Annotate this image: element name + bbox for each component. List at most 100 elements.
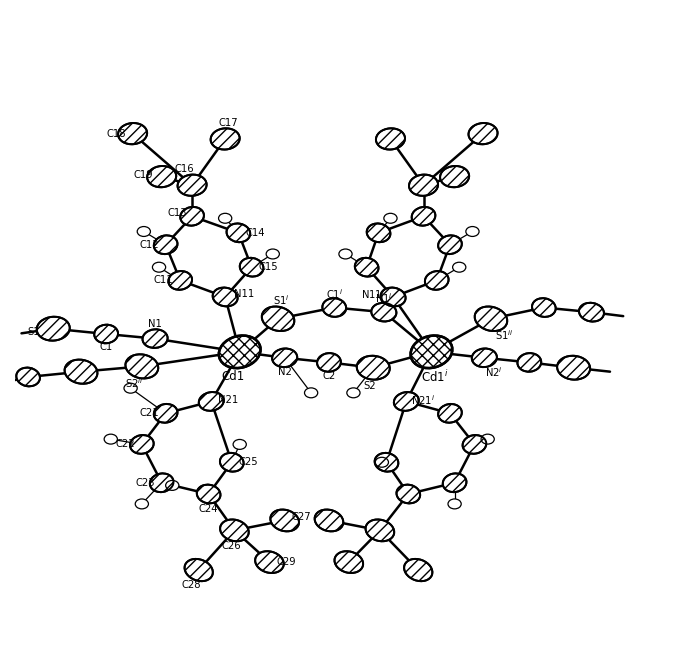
- Ellipse shape: [440, 166, 469, 187]
- Text: C28: C28: [181, 580, 200, 590]
- Text: Cd1$^i$: Cd1$^i$: [421, 369, 448, 385]
- Ellipse shape: [180, 207, 204, 226]
- Ellipse shape: [126, 355, 158, 378]
- Ellipse shape: [438, 235, 462, 254]
- Ellipse shape: [468, 123, 498, 144]
- Ellipse shape: [240, 258, 263, 276]
- Ellipse shape: [314, 509, 343, 531]
- Ellipse shape: [266, 249, 279, 259]
- Ellipse shape: [397, 485, 420, 503]
- Text: N1: N1: [148, 319, 162, 329]
- Ellipse shape: [213, 288, 238, 306]
- Ellipse shape: [94, 325, 118, 343]
- Text: N21$^i$: N21$^i$: [410, 393, 435, 407]
- Text: C15: C15: [258, 262, 278, 272]
- Text: C24: C24: [199, 503, 218, 513]
- Text: N2: N2: [278, 367, 292, 377]
- Text: C23: C23: [135, 478, 155, 488]
- Text: C17: C17: [218, 118, 238, 128]
- Ellipse shape: [218, 213, 231, 223]
- Text: C25: C25: [238, 457, 258, 467]
- Ellipse shape: [481, 434, 494, 444]
- Text: S2$^{ii}$: S2$^{ii}$: [124, 376, 143, 390]
- Ellipse shape: [375, 457, 388, 467]
- Ellipse shape: [366, 519, 394, 541]
- Text: C14: C14: [245, 228, 265, 238]
- Ellipse shape: [153, 262, 166, 272]
- Ellipse shape: [475, 307, 507, 331]
- Ellipse shape: [220, 519, 249, 541]
- Ellipse shape: [323, 298, 346, 317]
- Ellipse shape: [199, 392, 224, 411]
- Text: C1: C1: [100, 342, 113, 352]
- Ellipse shape: [384, 213, 397, 223]
- Text: C2: C2: [322, 371, 336, 380]
- Ellipse shape: [317, 353, 341, 372]
- Ellipse shape: [394, 392, 419, 411]
- Ellipse shape: [443, 473, 466, 492]
- Ellipse shape: [376, 128, 405, 149]
- Ellipse shape: [438, 404, 462, 423]
- Ellipse shape: [409, 175, 438, 196]
- Text: N11: N11: [234, 289, 254, 299]
- Ellipse shape: [138, 226, 151, 236]
- Ellipse shape: [375, 453, 398, 471]
- Text: C11: C11: [154, 276, 173, 286]
- Text: C22: C22: [115, 440, 135, 450]
- Text: N1$^i$: N1$^i$: [375, 291, 392, 305]
- Ellipse shape: [410, 335, 453, 368]
- Ellipse shape: [233, 440, 246, 450]
- Ellipse shape: [135, 499, 149, 509]
- Ellipse shape: [255, 551, 284, 573]
- Text: S1$^{ii}$: S1$^{ii}$: [495, 328, 513, 341]
- Text: S1: S1: [27, 327, 39, 337]
- Ellipse shape: [211, 128, 240, 149]
- Ellipse shape: [448, 499, 461, 509]
- Ellipse shape: [532, 298, 556, 317]
- Ellipse shape: [357, 356, 390, 380]
- Ellipse shape: [381, 288, 406, 306]
- Ellipse shape: [197, 485, 220, 503]
- Ellipse shape: [178, 175, 207, 196]
- Ellipse shape: [64, 360, 97, 384]
- Ellipse shape: [219, 335, 261, 368]
- Ellipse shape: [227, 224, 250, 242]
- Text: C26: C26: [221, 541, 241, 551]
- Text: C29: C29: [276, 557, 296, 567]
- Ellipse shape: [305, 388, 318, 398]
- Text: S1$^i$: S1$^i$: [273, 293, 290, 307]
- Ellipse shape: [169, 271, 192, 290]
- Ellipse shape: [453, 262, 466, 272]
- Ellipse shape: [579, 303, 604, 321]
- Ellipse shape: [150, 473, 173, 492]
- Ellipse shape: [142, 329, 168, 348]
- Ellipse shape: [272, 349, 297, 367]
- Text: S2: S2: [363, 380, 377, 390]
- Ellipse shape: [270, 509, 299, 531]
- Ellipse shape: [220, 453, 244, 471]
- Ellipse shape: [371, 303, 397, 321]
- Ellipse shape: [462, 435, 486, 454]
- Ellipse shape: [166, 481, 179, 490]
- Ellipse shape: [404, 559, 433, 581]
- Text: N2$^i$: N2$^i$: [485, 365, 503, 379]
- Text: C19: C19: [133, 170, 153, 181]
- Ellipse shape: [425, 271, 448, 290]
- Ellipse shape: [367, 224, 390, 242]
- Text: C12: C12: [140, 240, 159, 250]
- Ellipse shape: [347, 388, 360, 398]
- Text: C16: C16: [174, 164, 194, 175]
- Ellipse shape: [412, 207, 435, 226]
- Ellipse shape: [339, 249, 352, 259]
- Ellipse shape: [472, 349, 497, 367]
- Ellipse shape: [154, 235, 178, 254]
- Ellipse shape: [37, 317, 70, 341]
- Text: C18: C18: [106, 129, 126, 139]
- Ellipse shape: [334, 551, 363, 573]
- Text: C27: C27: [292, 512, 311, 522]
- Text: C13: C13: [168, 208, 187, 218]
- Ellipse shape: [104, 434, 117, 444]
- Ellipse shape: [130, 435, 153, 454]
- Ellipse shape: [154, 404, 178, 423]
- Text: N21: N21: [218, 395, 238, 405]
